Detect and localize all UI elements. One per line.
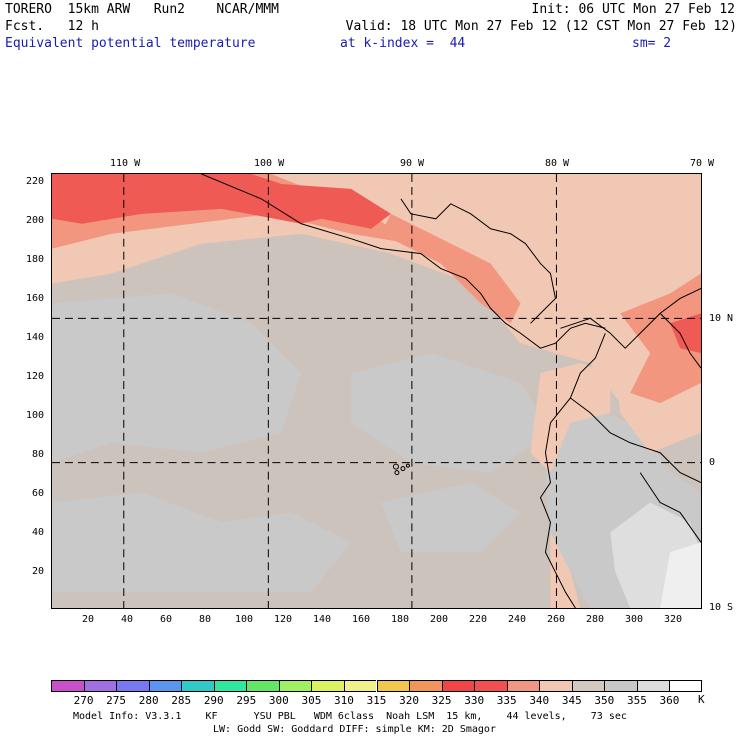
x-tick: 320 [664,614,683,625]
colorbar-swatch [116,680,149,692]
y-tick: 160 [26,293,45,304]
lon-label-80w: 80 W [545,158,570,169]
colorbar-label: 350 [594,694,615,707]
x-tick: 80 [199,614,212,625]
y-tick: 60 [32,488,45,499]
tan-band-north [52,174,701,403]
x-tick: 160 [352,614,371,625]
colorbar-swatch [539,680,572,692]
x-tick: 300 [625,614,644,625]
salmon-east [620,273,701,403]
y-tick: 180 [26,254,45,265]
red-east [670,313,701,354]
colorbar-swatch [343,680,377,692]
y-tick: 140 [26,332,45,343]
colorbar-swatch [83,680,117,692]
colorbar-label: 300 [268,694,289,707]
tan-coastal-strip [530,363,611,473]
colorbar-swatch [376,680,410,692]
colorbar-unit: K [698,693,705,706]
colorbar-swatch [441,680,475,692]
coastlines [201,174,701,608]
lat-label-10n: 10 N [709,313,734,324]
colorbar-swatch [148,680,182,692]
x-tick: 200 [430,614,449,625]
colorbar-label: 315 [366,694,387,707]
colorbar-label: 275 [106,694,127,707]
colorbar-swatch [213,680,247,692]
smoothing-label: sm= 2 [632,36,672,51]
colorbar-swatch [278,680,312,692]
x-tick: 140 [313,614,332,625]
x-tick: 180 [391,614,410,625]
colorbar-swatch [311,680,344,692]
colorbar-swatch [51,680,84,692]
red-north-central [281,183,391,229]
colorbar-swatch [506,680,540,692]
x-tick: 20 [82,614,95,625]
colorbar-label: 340 [529,694,550,707]
grey-patches [52,293,551,593]
colorbar-swatch [669,680,702,692]
colorbar-label: 285 [171,694,192,707]
level-label: at k-index = 44 [340,36,466,51]
lat-label-10s: 10 S [709,602,734,613]
y-tick: 80 [32,449,45,460]
colorbar-swatch [474,680,507,692]
y-tick: 40 [32,527,45,538]
colorbar-label: 305 [301,694,322,707]
y-tick: 100 [26,410,45,421]
lon-label-70w: 70 W [690,158,715,169]
model-info: Model Info: V3.3.1 KF YSU PBL WDM 6class… [73,711,627,722]
y-tick: 20 [32,566,45,577]
field-name: Equivalent potential temperature [5,36,256,51]
x-tick: 280 [586,614,605,625]
y-tick: 200 [26,215,45,226]
x-tick: 220 [469,614,488,625]
colorbar-label: 325 [431,694,452,707]
header-init-time: Init: 06 UTC Mon 27 Feb 12 [531,2,736,17]
colorbar-label: 360 [659,694,680,707]
salmon-central-america [380,213,521,324]
lon-label-100w: 100 W [254,158,285,169]
colorbar-label: 280 [138,694,159,707]
lat-lon-grid [52,174,701,608]
lat-label-0: 0 [709,457,716,468]
y-tick: 220 [26,176,45,187]
colorbar-swatch [181,680,214,692]
physics-info: LW: Godd SW: Goddard DIFF: simple KM: 2D… [213,724,496,735]
colorbar-swatch [246,680,279,692]
colorbar-swatch [571,680,605,692]
lon-label-90w: 90 W [400,158,425,169]
colorbar-label: 290 [203,694,224,707]
colorbar-label: 295 [236,694,257,707]
colorbar-label: 335 [496,694,517,707]
colorbar-swatch [604,680,637,692]
x-tick: 240 [508,614,527,625]
y-tick: 120 [26,371,45,382]
x-tick: 260 [547,614,566,625]
colorbar-label: 330 [464,694,485,707]
colorbar-label: 270 [73,694,94,707]
x-tick: 60 [160,614,173,625]
red-northwest [52,174,342,224]
sa-land-white [660,542,701,608]
colorbar-swatch [636,680,670,692]
tan-south-coast [550,532,581,608]
x-tick: 40 [121,614,134,625]
lon-label-110w: 110 W [110,158,141,169]
colorbar-swatch [409,680,442,692]
colorbar-label: 310 [334,694,354,707]
x-tick: 100 [235,614,254,625]
header-line1-left: TORERO 15km ARW Run2 NCAR/MMM [5,2,279,17]
header-valid-time: Valid: 18 UTC Mon 27 Feb 12 (12 CST Mon … [345,19,737,34]
colorbar-label: 355 [626,694,647,707]
header-forecast-hour: Fcst. 12 h [5,19,99,34]
colorbar-label: 320 [399,694,419,707]
map-panel [51,173,702,609]
colorbar-label: 345 [561,694,582,707]
x-tick: 120 [274,614,293,625]
